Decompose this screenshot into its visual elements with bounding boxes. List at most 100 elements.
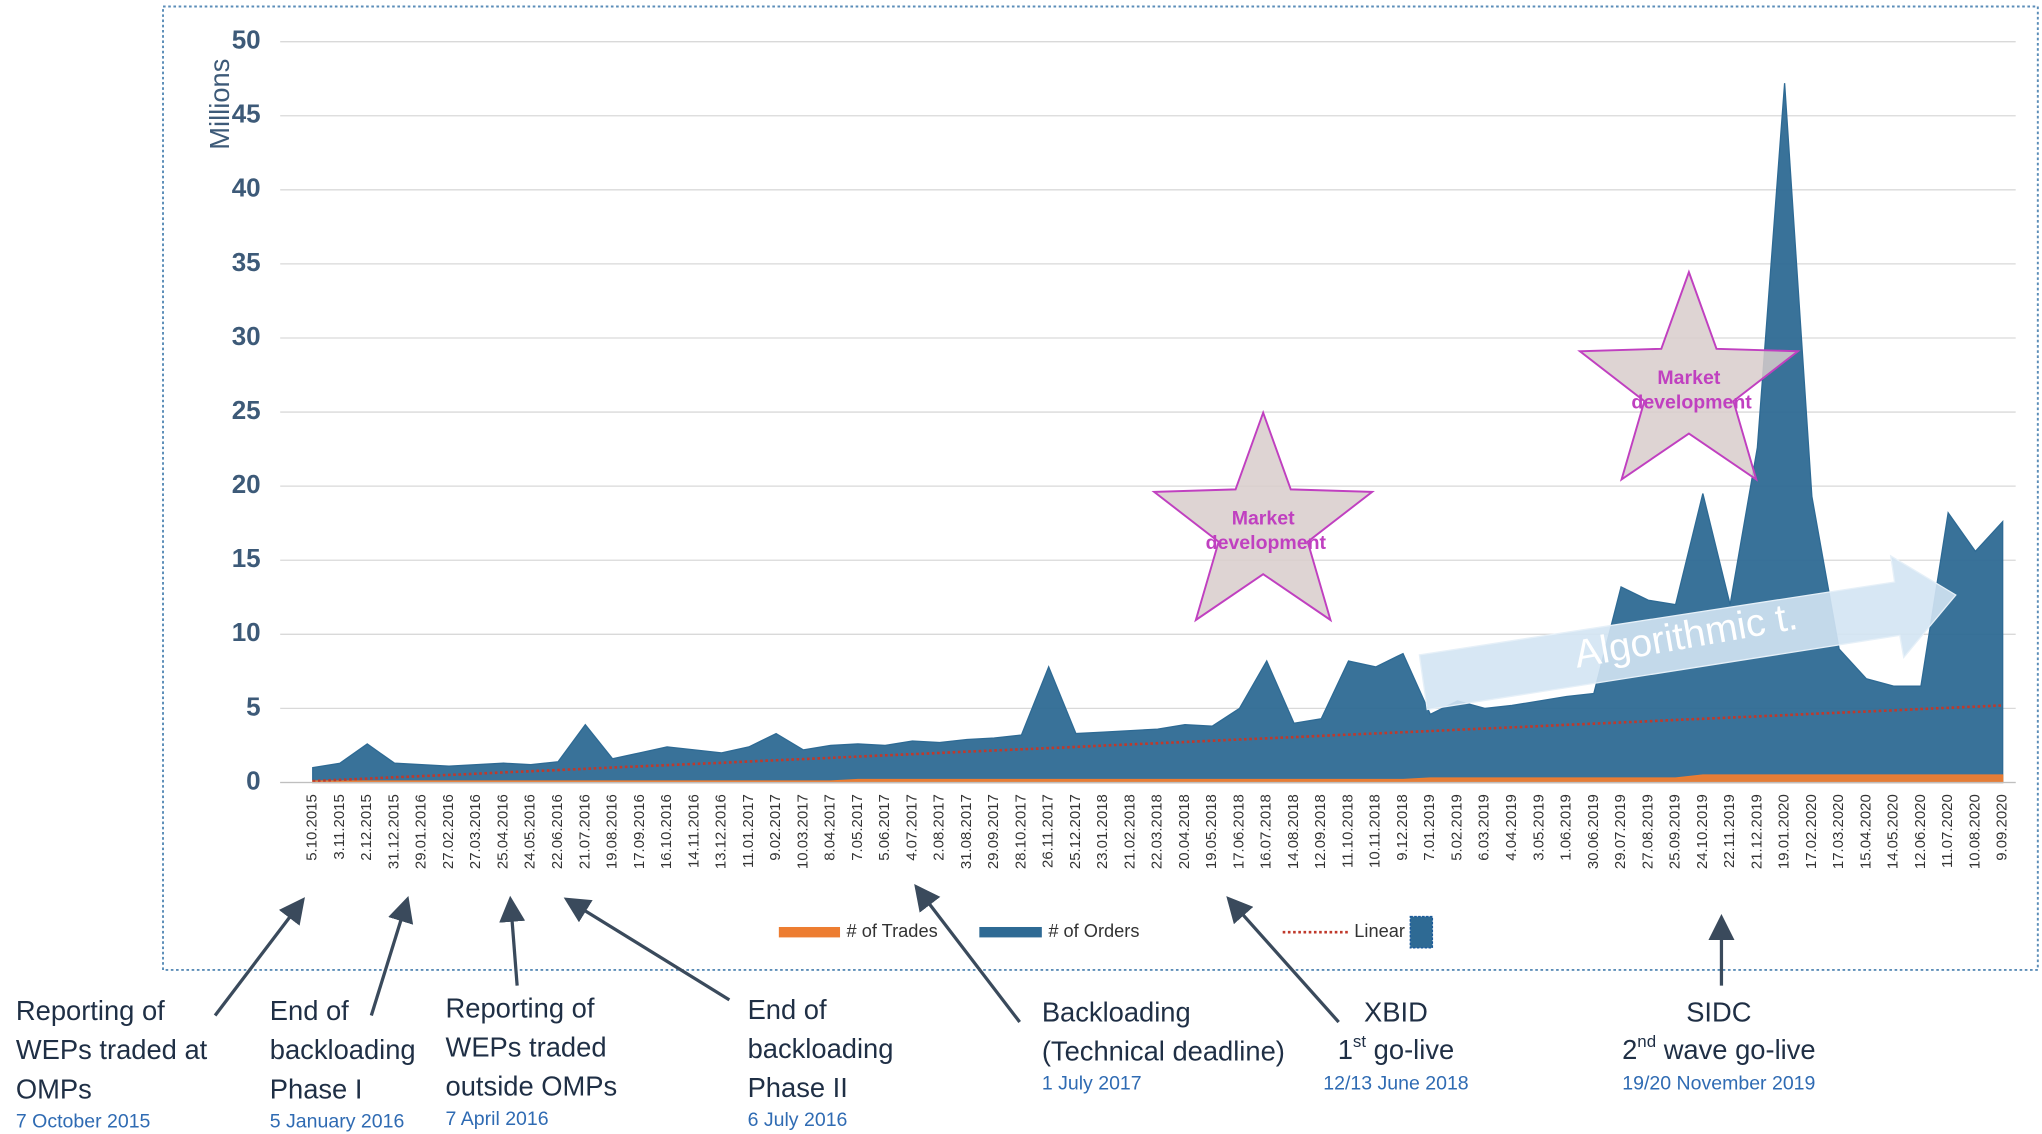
x-tick-label: 26.11.2017 [1040,794,1057,868]
annotation-text-part: go-live [1366,1034,1454,1065]
x-tick-label: 17.09.2016 [631,794,648,869]
annotation-text: Backloading [1042,996,1191,1027]
x-tick-label: 2.12.2015 [358,794,375,861]
annotation-text: Phase I [270,1073,363,1104]
x-tick-label: 31.08.2017 [958,794,975,869]
x-tick-label: 12.09.2018 [1312,794,1329,869]
x-tick-label: 20.04.2018 [1176,794,1193,869]
legend: # of Trades # of Orders Linear [778,915,1434,949]
x-tick-label: 24.10.2019 [1694,794,1711,869]
x-tick-label: 16.10.2016 [658,794,675,869]
y-tick-label: 20 [232,469,261,499]
x-tick-label: 22.11.2019 [1721,794,1738,868]
x-tick-label: 4.07.2017 [903,794,920,861]
x-tick-label: 25.04.2016 [494,794,511,869]
annotation-text: End of [748,994,827,1025]
x-tick-label: 3.11.2015 [331,794,348,859]
annotation-date: 19/20 November 2019 [1622,1073,1815,1095]
x-tick-label: 10.11.2018 [1367,794,1384,868]
x-tick-label: 25.09.2019 [1667,794,1684,869]
x-tick-label: 11.10.2018 [1339,794,1356,868]
x-tick-label: 2.08.2017 [931,794,948,861]
x-tick-label: 22.06.2016 [549,794,566,869]
x-tick-label: 16.07.2018 [1258,794,1275,869]
marks [280,83,2016,784]
star-label: Market development [1200,508,1326,555]
annotation-text: Reporting of [16,995,165,1026]
y-tick-label: 25 [232,395,261,425]
y-tick-label: 50 [232,25,261,55]
x-tick-label: 21.07.2016 [576,794,593,869]
grid: 0 5 10 15 20 25 30 35 40 45 50 [232,25,2016,795]
x-tick-label: 14.05.2020 [1885,794,1902,869]
annotation-text: (Technical deadline) [1042,1035,1285,1066]
x-tick-label: 27.02.2016 [440,794,457,869]
series-area [312,774,2004,784]
x-labels: 5.10.2015 3.11.2015 2.12.2015 31.12.2015 29.… [304,794,2011,869]
annotation-date: 12/13 June 2018 [1323,1073,1468,1095]
annotation-date: 7 April 2016 [446,1108,549,1130]
x-tick-label: 12.06.2020 [1912,794,1929,869]
x-tick-label: 29.07.2019 [1612,794,1629,869]
annotation-date: 6 July 2016 [748,1109,848,1131]
annotation-text: SIDC [1686,996,1751,1027]
x-tick-label: 14.11.2016 [685,794,702,868]
legend-swatch [979,926,1042,938]
x-tick-label: 19.08.2016 [604,794,621,869]
y-axis-label: Millions [204,59,235,150]
annotation-text: OMPs [16,1073,92,1104]
y-tick-label: 45 [232,99,261,129]
annotation-text: 2nd wave go-live [1622,1032,1816,1065]
x-tick-label: 9.02.2017 [767,794,784,861]
x-tick-label: 28.10.2017 [1012,794,1029,869]
y-tick-label: 35 [232,247,261,277]
annotation-text: backloading [270,1034,416,1065]
y-tick-label: 15 [232,543,261,573]
x-tick-label: 7.01.2019 [1421,794,1438,861]
x-tick-label: 30.06.2019 [1585,794,1602,869]
x-tick-label: 7.05.2017 [849,794,866,861]
x-tick-label: 6.03.2019 [1476,794,1493,861]
annotation-text: XBID [1364,996,1428,1027]
legend-marker [1409,915,1434,949]
star-1: Market development [1151,409,1375,623]
x-tick-label: 11.01.2017 [740,794,757,868]
x-tick-label: 8.04.2017 [822,794,839,861]
x-tick-label: 3.05.2019 [1530,794,1547,861]
x-tick-label: 25.12.2017 [1067,794,1084,869]
x-tick-label: 24.05.2016 [522,794,539,869]
annotation-text-part: wave go-live [1656,1034,1816,1065]
x-tick-label: 11.07.2020 [1939,794,1956,868]
annotation-arrow [1226,896,1340,1024]
annotations: Reporting of WEPs traded at OMPs 7 October … [16,993,1816,1133]
x-tick-label: 4.04.2019 [1503,794,1520,861]
annotation-text: backloading [748,1033,894,1064]
legend-label: # of Trades [847,921,938,941]
y-tick-label: 0 [246,765,260,795]
x-tick-label: 27.03.2016 [467,794,484,869]
series-area [312,83,2004,784]
x-tick-label: 29.01.2016 [413,794,430,869]
annotation-text: outside OMPs [446,1071,618,1102]
y-tick-label: 5 [246,691,260,721]
annotation-date: 7 October 2015 [16,1110,151,1132]
x-tick-label: 5.06.2017 [876,794,893,861]
legend-label: Linear [1354,921,1405,941]
chart-frame [162,5,2039,971]
x-tick-label: 17.06.2018 [1230,794,1247,869]
annotation-text: Phase II [748,1072,848,1103]
arrow-shape [1418,554,1957,711]
x-tick-label: 5.10.2015 [304,794,321,861]
x-tick-label: 23.01.2018 [1094,794,1111,869]
annotation-text: 1st go-live [1338,1032,1454,1065]
x-tick-label: 1.06.2019 [1558,794,1575,861]
star-2: Market development [1577,269,1801,482]
legend-label: # of Orders [1048,921,1139,941]
x-tick-label: 29.09.2017 [985,794,1002,869]
annotation-text: WEPs traded [446,1032,607,1063]
x-tick-label: 9.09.2020 [1994,794,2011,861]
x-tick-label: 10.08.2020 [1966,794,1983,869]
y-tick-label: 30 [232,321,261,351]
